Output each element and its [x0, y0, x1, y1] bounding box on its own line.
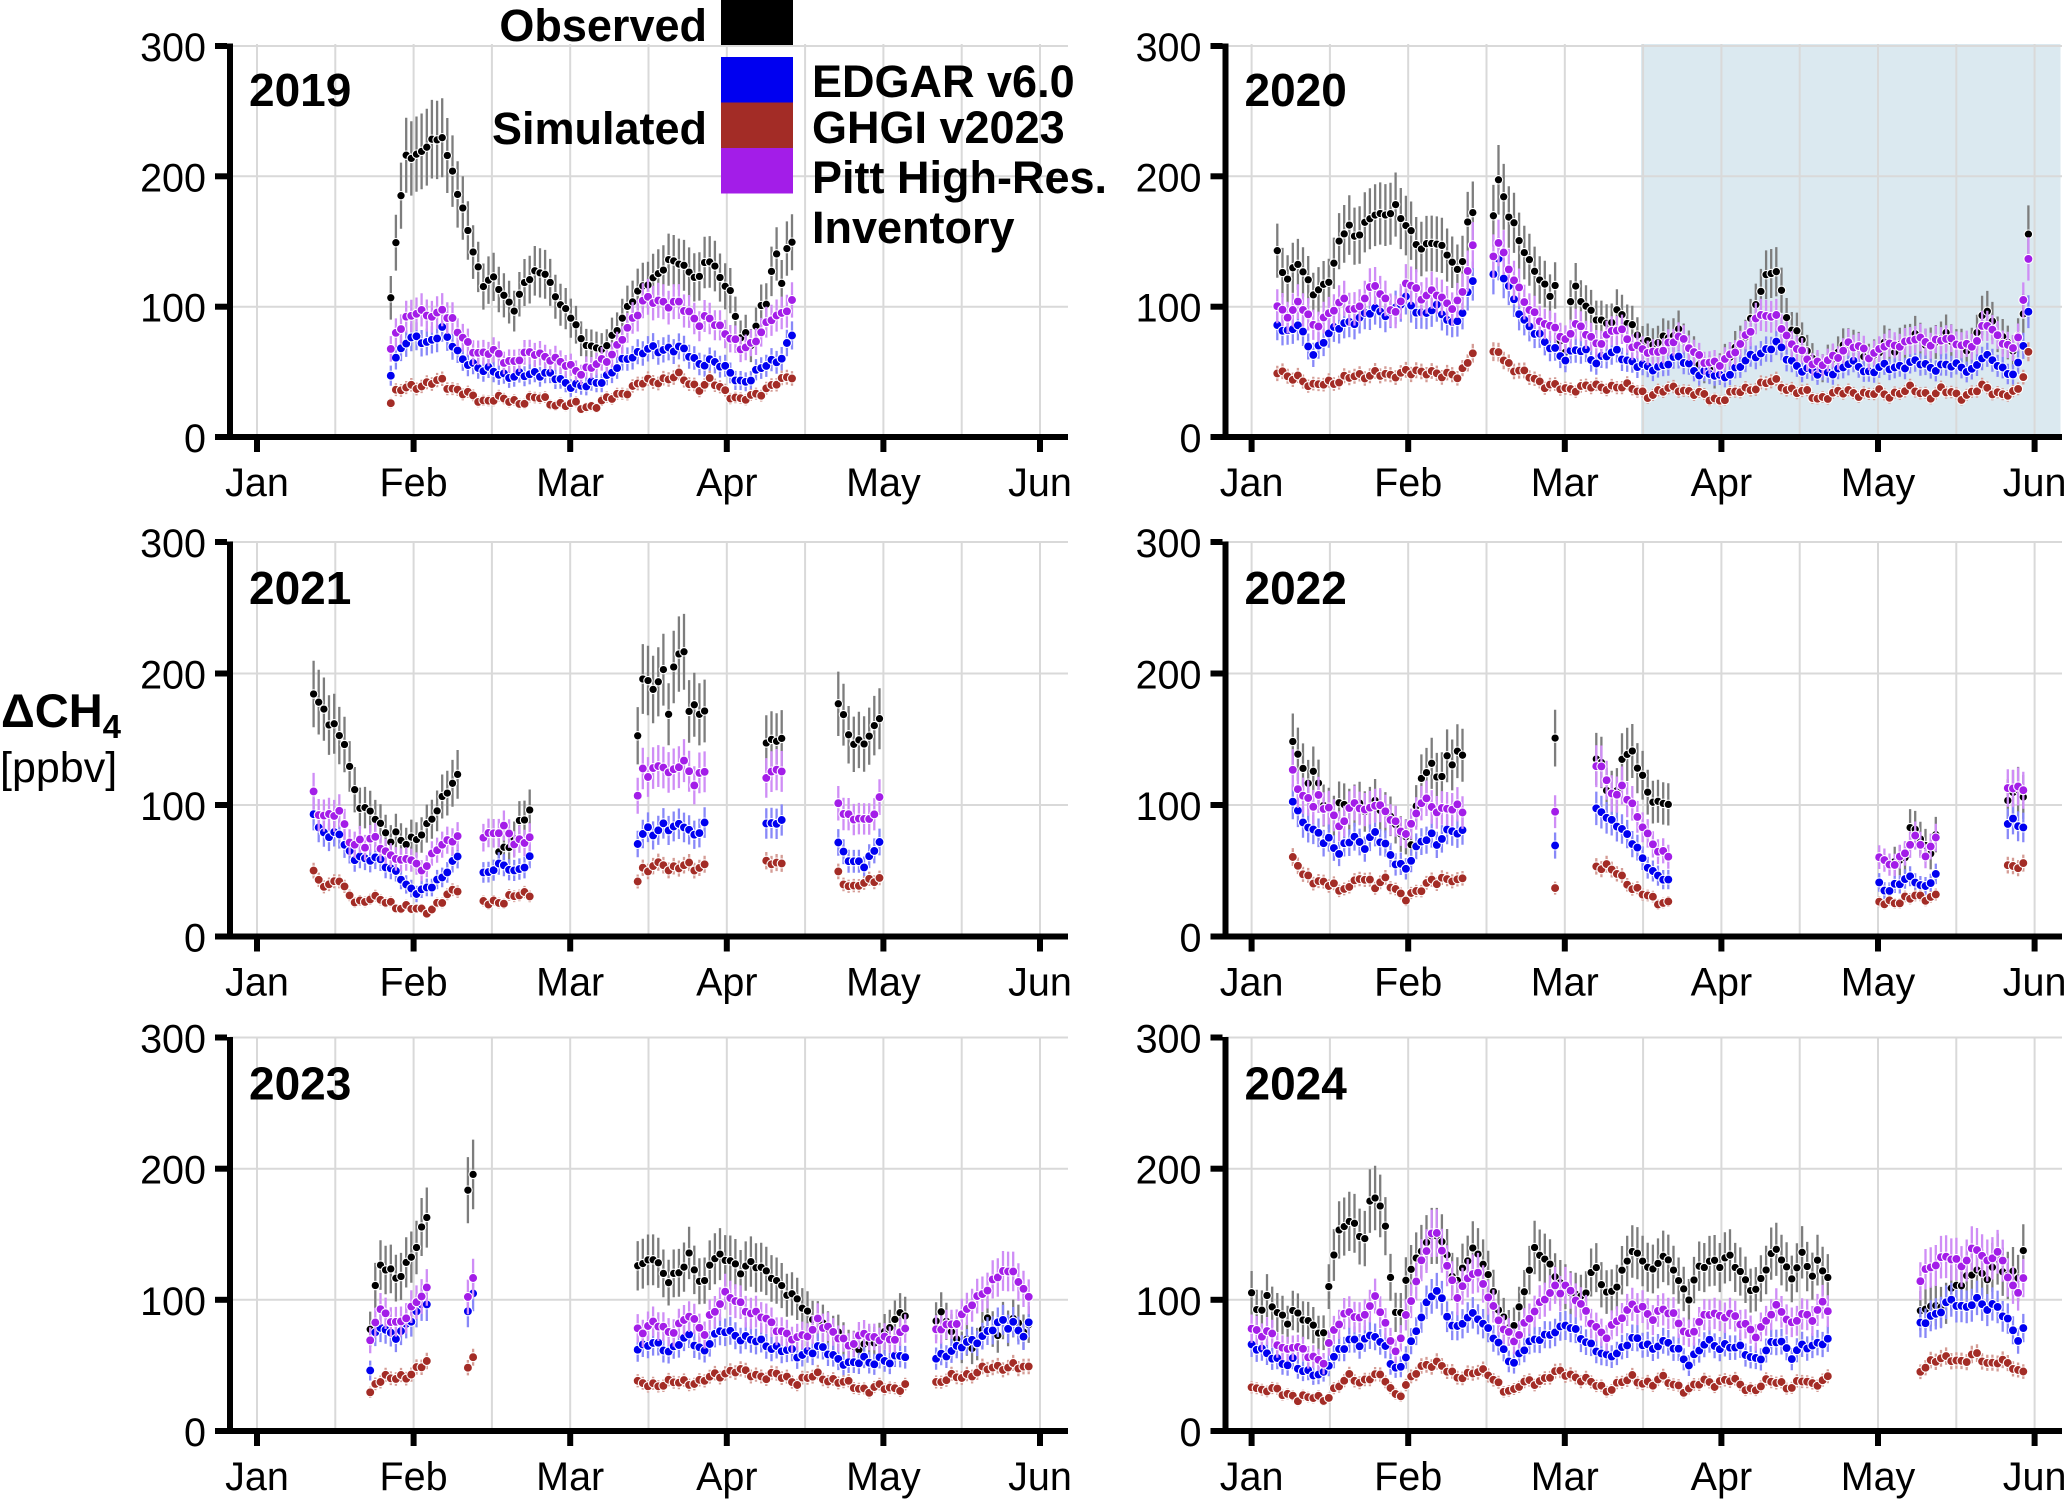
svg-text:200: 200: [1136, 654, 1202, 698]
svg-text:Feb: Feb: [380, 1455, 448, 1499]
svg-text:May: May: [846, 961, 921, 1005]
svg-text:Mar: Mar: [1531, 1455, 1599, 1499]
svg-text:300: 300: [140, 1018, 206, 1062]
svg-text:Jun: Jun: [1008, 1455, 1072, 1499]
svg-text:Jun: Jun: [1008, 961, 1072, 1005]
svg-text:300: 300: [1136, 1018, 1202, 1062]
svg-text:Jun: Jun: [2003, 961, 2067, 1005]
svg-text:Jan: Jan: [1220, 1455, 1284, 1499]
svg-text:100: 100: [1136, 785, 1202, 829]
svg-text:Mar: Mar: [536, 1455, 604, 1499]
svg-text:200: 200: [140, 654, 206, 698]
svg-text:Apr: Apr: [696, 461, 757, 505]
svg-text:Jan: Jan: [225, 1455, 289, 1499]
svg-text:300: 300: [140, 26, 206, 70]
svg-text:ΔCH4: ΔCH4: [1, 684, 122, 745]
svg-text:0: 0: [1180, 417, 1202, 461]
svg-text:Mar: Mar: [1531, 961, 1599, 1005]
svg-text:EDGAR v6.0: EDGAR v6.0: [812, 56, 1075, 107]
svg-text:Jun: Jun: [1008, 461, 1072, 505]
svg-text:Inventory: Inventory: [812, 202, 1015, 253]
svg-text:Feb: Feb: [1374, 1455, 1442, 1499]
svg-text:GHGI v2023: GHGI v2023: [812, 102, 1065, 153]
svg-text:Pitt High-Res.: Pitt High-Res.: [812, 152, 1107, 203]
svg-text:Apr: Apr: [1691, 1455, 1752, 1499]
svg-text:May: May: [1841, 1455, 1916, 1499]
svg-text:2021: 2021: [249, 562, 351, 614]
svg-text:200: 200: [1136, 156, 1202, 200]
svg-text:0: 0: [1180, 917, 1202, 961]
svg-text:Jun: Jun: [2003, 1455, 2067, 1499]
svg-text:Mar: Mar: [536, 461, 604, 505]
svg-text:2019: 2019: [249, 64, 351, 116]
svg-text:Feb: Feb: [380, 461, 448, 505]
svg-text:200: 200: [1136, 1149, 1202, 1193]
svg-text:2024: 2024: [1245, 1058, 1348, 1110]
svg-text:100: 100: [140, 287, 206, 331]
svg-text:Apr: Apr: [1691, 461, 1752, 505]
svg-text:Simulated: Simulated: [492, 103, 707, 154]
svg-text:100: 100: [140, 1280, 206, 1324]
svg-text:Feb: Feb: [1374, 961, 1442, 1005]
svg-text:2023: 2023: [249, 1058, 351, 1110]
svg-text:300: 300: [1136, 522, 1202, 566]
svg-text:Feb: Feb: [1374, 461, 1442, 505]
svg-text:0: 0: [184, 417, 206, 461]
svg-text:Mar: Mar: [536, 961, 604, 1005]
svg-text:200: 200: [140, 156, 206, 200]
svg-text:0: 0: [1180, 1411, 1202, 1455]
svg-text:Jan: Jan: [1220, 461, 1284, 505]
svg-text:Feb: Feb: [380, 961, 448, 1005]
svg-text:May: May: [1841, 961, 1916, 1005]
svg-text:200: 200: [140, 1149, 206, 1193]
svg-text:Jan: Jan: [1220, 961, 1284, 1005]
svg-text:100: 100: [1136, 287, 1202, 331]
svg-text:Apr: Apr: [696, 1455, 757, 1499]
svg-text:300: 300: [140, 522, 206, 566]
svg-text:300: 300: [1136, 26, 1202, 70]
svg-text:Mar: Mar: [1531, 461, 1599, 505]
svg-text:May: May: [846, 461, 921, 505]
svg-text:Apr: Apr: [1691, 961, 1752, 1005]
svg-text:Jan: Jan: [225, 461, 289, 505]
svg-text:Apr: Apr: [696, 961, 757, 1005]
svg-text:100: 100: [1136, 1280, 1202, 1324]
svg-text:[ppbv]: [ppbv]: [0, 744, 117, 792]
svg-text:Jan: Jan: [225, 961, 289, 1005]
svg-text:100: 100: [140, 785, 206, 829]
svg-text:2022: 2022: [1245, 562, 1347, 614]
svg-text:May: May: [846, 1455, 921, 1499]
svg-text:0: 0: [184, 917, 206, 961]
svg-text:2020: 2020: [1245, 64, 1347, 116]
svg-text:Observed: Observed: [499, 0, 707, 51]
svg-text:0: 0: [184, 1411, 206, 1455]
svg-text:Jun: Jun: [2003, 461, 2067, 505]
svg-text:May: May: [1841, 461, 1916, 505]
